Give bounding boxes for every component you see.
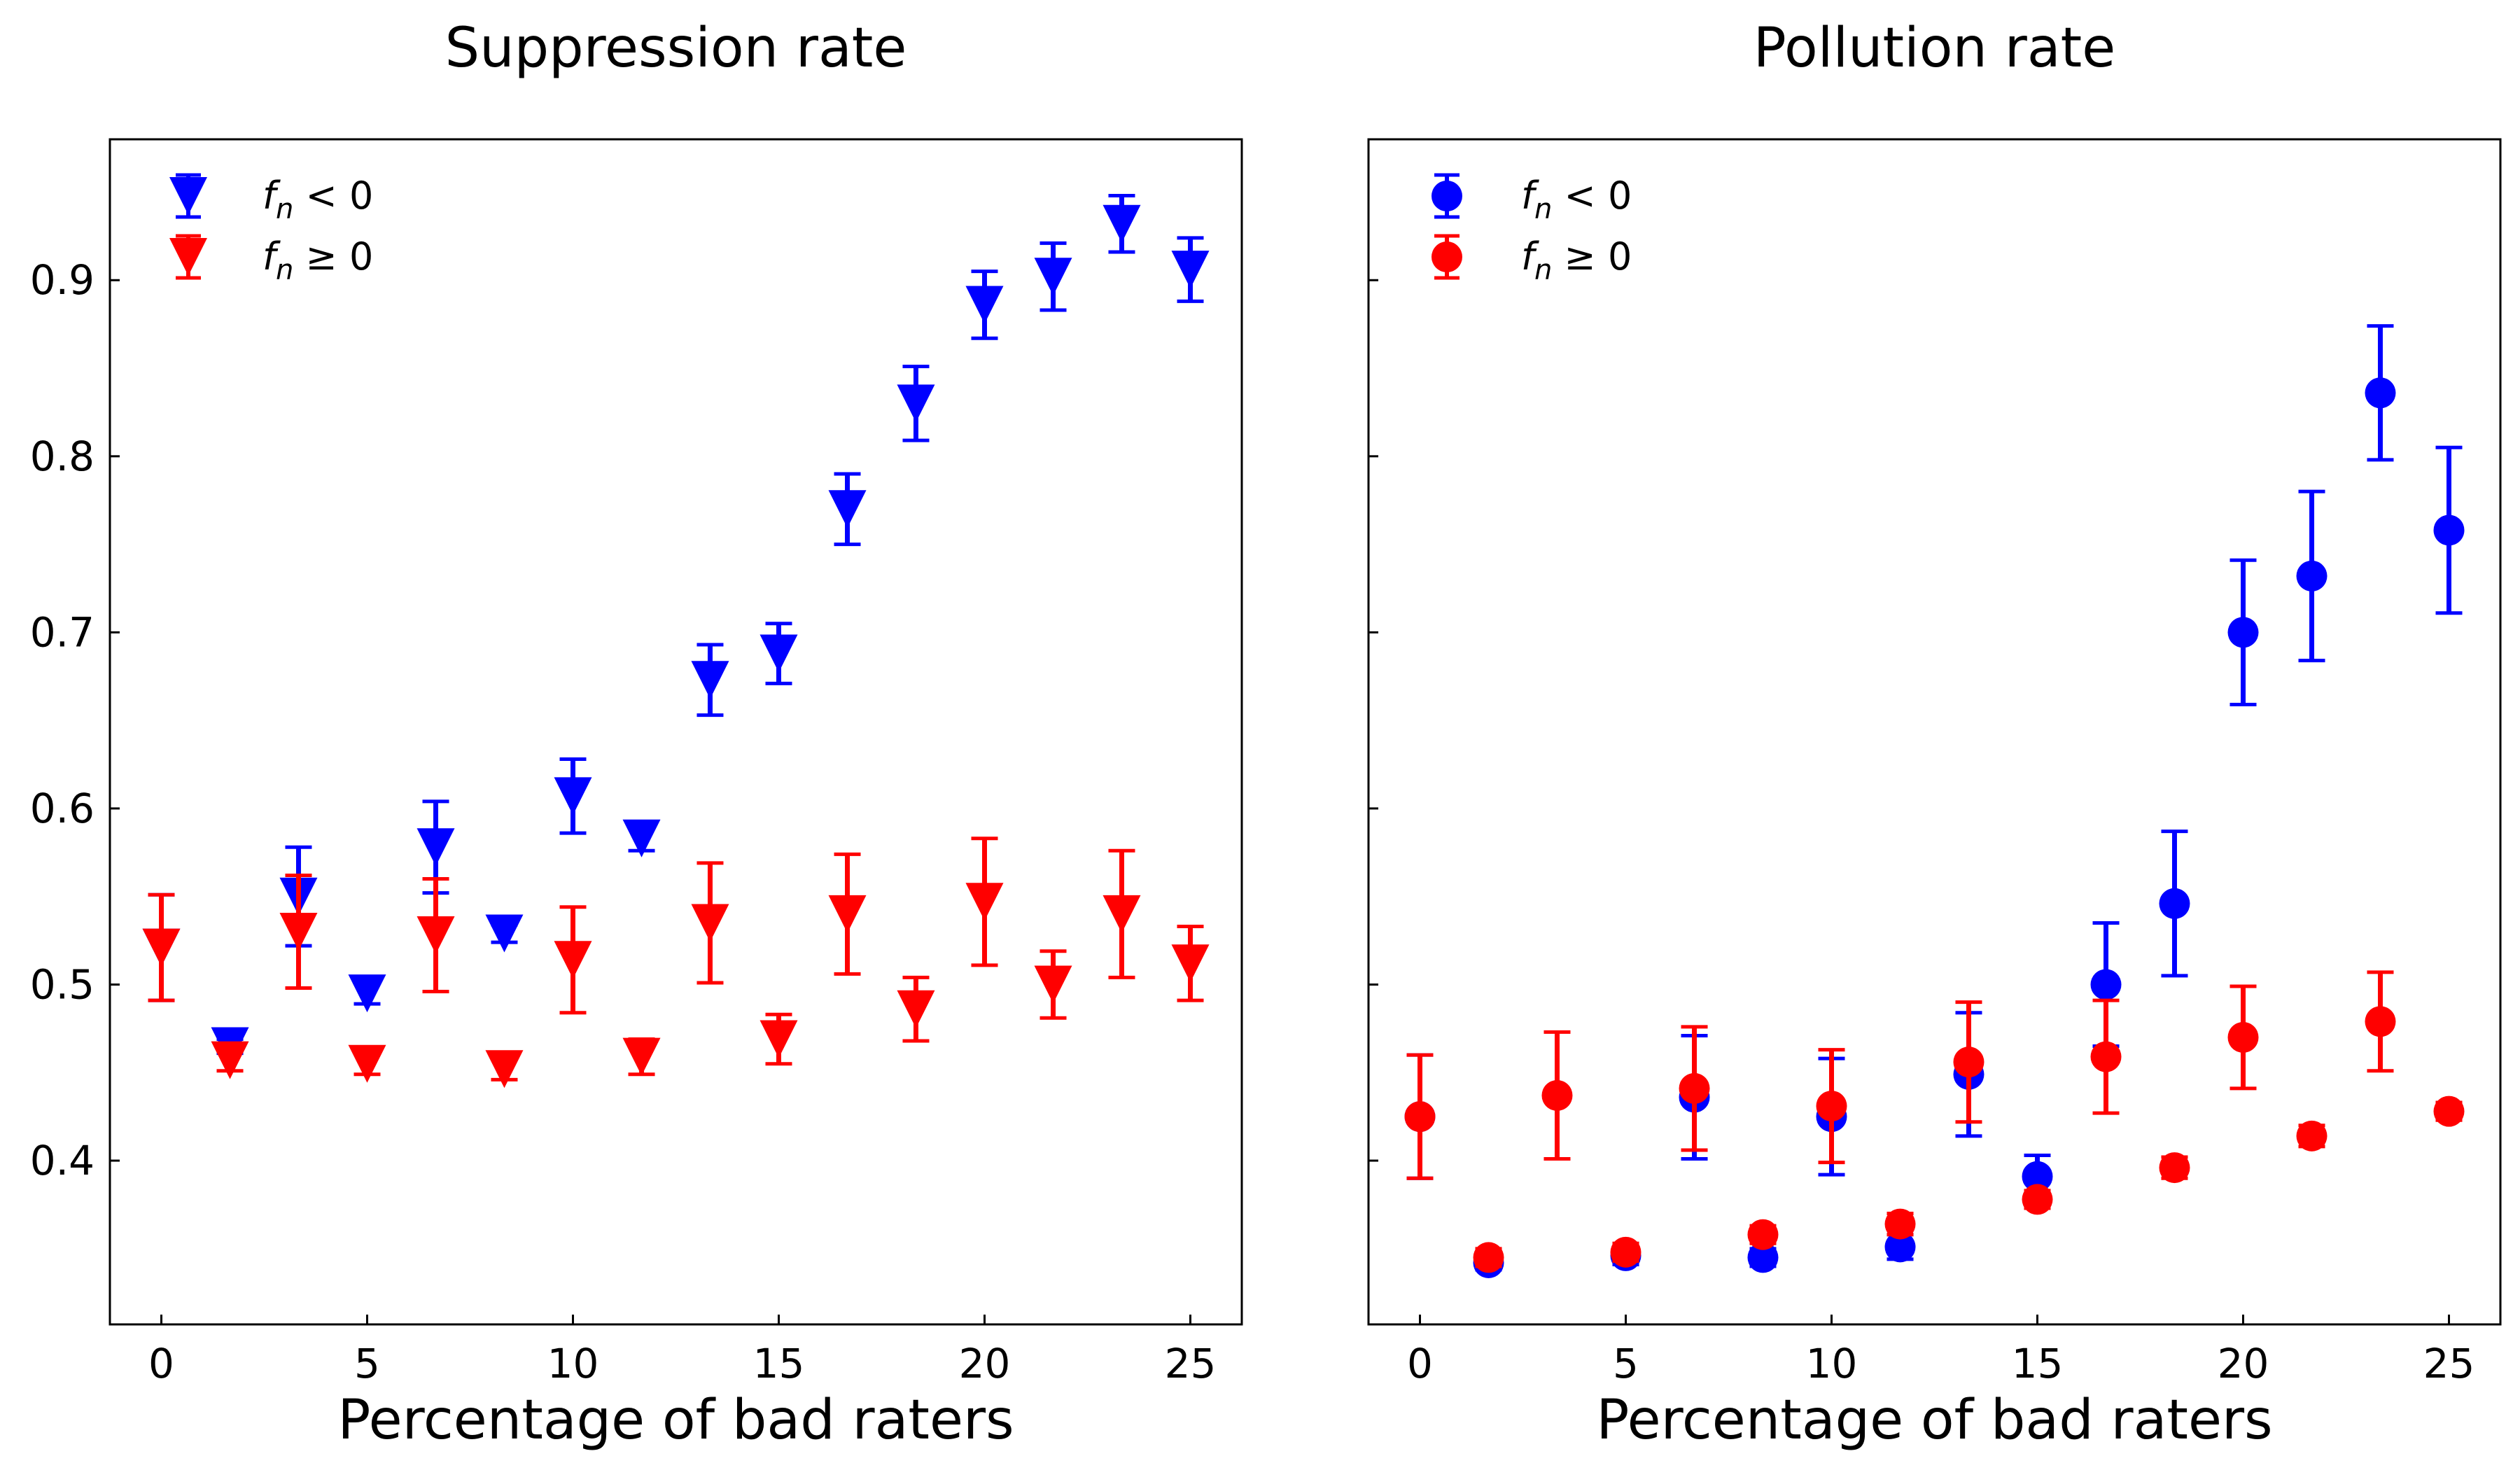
- legend-item: fn ≥ 0: [1432, 234, 1632, 286]
- data-point: [2365, 377, 2396, 409]
- data-point: [965, 883, 1004, 921]
- data-point: [1171, 944, 1210, 983]
- data-point: [2090, 1041, 2122, 1072]
- y-tick-label: 0.5: [30, 960, 94, 1008]
- data-point: [2365, 1006, 2396, 1037]
- plot-frame: [108, 138, 1243, 1326]
- data-point: [1541, 1079, 1573, 1111]
- data-point: [554, 941, 592, 979]
- data-point: [1953, 1046, 1984, 1078]
- data-point: [691, 661, 729, 699]
- data-point: [622, 819, 661, 858]
- x-axis-label: Percentage of bad raters: [1596, 1389, 2272, 1452]
- y-tick-label: 0.9: [30, 256, 94, 304]
- data-point: [828, 895, 867, 933]
- data-point: [416, 916, 455, 955]
- x-tick-label: 0: [148, 1340, 174, 1387]
- data-point: [554, 777, 592, 816]
- legend-marker: [169, 238, 207, 276]
- y-tick-label: 0.6: [30, 785, 94, 832]
- chart-title: Suppression rate: [445, 17, 907, 80]
- data-point: [691, 904, 729, 942]
- x-tick-label: 25: [1165, 1340, 1217, 1387]
- y-tick-label: 0.8: [30, 433, 94, 480]
- data-point: [1171, 251, 1210, 289]
- legend-label: fn < 0: [262, 174, 373, 225]
- data-point: [1679, 1072, 1710, 1104]
- data-point: [1884, 1231, 1916, 1263]
- y-tick-label: 0.4: [30, 1137, 94, 1184]
- legend-item: fn < 0: [169, 173, 373, 225]
- data-point: [1816, 1091, 1847, 1122]
- data-point: [416, 828, 455, 867]
- data-point: [348, 974, 386, 1013]
- data-point: [485, 1050, 524, 1088]
- plot-frame: [1367, 138, 2502, 1326]
- data-point: [2090, 969, 2122, 1000]
- x-tick-label: 15: [753, 1340, 805, 1387]
- data-point: [1102, 895, 1141, 933]
- pollution-rate-panel: Pollution rate Percentage of bad raters 0 5…: [1367, 17, 2502, 1452]
- x-tick-label: 5: [1613, 1340, 1639, 1387]
- data-point: [211, 1041, 249, 1079]
- x-tick-label: 0: [1407, 1340, 1433, 1387]
- data-point: [897, 384, 935, 423]
- data-point: [2433, 514, 2465, 546]
- data-point: [1473, 1242, 1504, 1273]
- data-point: [2022, 1161, 2053, 1192]
- data-point: [1747, 1219, 1779, 1250]
- data-point: [2022, 1184, 2053, 1215]
- x-tick-label: 25: [2423, 1340, 2475, 1387]
- x-tick-label: 20: [959, 1340, 1011, 1387]
- data-point: [1884, 1208, 1916, 1240]
- data-point: [2296, 560, 2328, 592]
- data-point: [1404, 1101, 1436, 1133]
- data-point: [828, 490, 867, 528]
- x-tick-label: 5: [354, 1340, 380, 1387]
- x-axis-label: Percentage of bad raters: [337, 1389, 1014, 1452]
- x-tick-label: 20: [2218, 1340, 2269, 1387]
- legend-item: fn ≥ 0: [169, 234, 373, 286]
- suppression-rate-panel: Suppression rate Percentage of bad raters…: [30, 17, 1243, 1452]
- data-point: [1747, 1242, 1779, 1273]
- legend: fn < 0 fn ≥ 0: [1432, 173, 1632, 286]
- data-point: [2227, 617, 2259, 648]
- legend-marker: [1432, 181, 1462, 211]
- legend-marker: [1432, 241, 1462, 272]
- legend-label: fn ≥ 0: [262, 234, 373, 286]
- data-point: [142, 928, 181, 967]
- legend-label: fn < 0: [1521, 174, 1632, 225]
- data-point: [965, 286, 1004, 324]
- data-point: [1102, 204, 1141, 243]
- data-point: [348, 1044, 386, 1083]
- x-tick-label: 15: [2012, 1340, 2064, 1387]
- y-tick-label: 0.7: [30, 608, 94, 656]
- legend-label: fn ≥ 0: [1521, 234, 1632, 286]
- legend: fn < 0 fn ≥ 0: [169, 173, 373, 286]
- data-point: [485, 914, 524, 953]
- data-point: [2433, 1096, 2465, 1127]
- chart-title: Pollution rate: [1754, 17, 2115, 80]
- data-point: [2227, 1021, 2259, 1053]
- data-point: [2159, 1152, 2190, 1184]
- series-fn-nonnegative: [142, 836, 1210, 1088]
- data-point: [2296, 1120, 2328, 1152]
- data-point: [622, 1037, 661, 1076]
- data-point: [760, 634, 798, 673]
- data-point: [1610, 1236, 1642, 1268]
- x-tick-label: 10: [1806, 1340, 1858, 1387]
- legend-marker: [169, 177, 207, 215]
- data-point: [1034, 258, 1072, 296]
- data-point: [279, 913, 318, 951]
- data-point: [897, 990, 935, 1028]
- x-tick-label: 10: [547, 1340, 599, 1387]
- data-point: [760, 1020, 798, 1058]
- data-point: [2159, 888, 2190, 919]
- series-fn-nonnegative: [1404, 970, 2465, 1273]
- legend-item: fn < 0: [1432, 173, 1632, 225]
- data-point: [1034, 965, 1072, 1004]
